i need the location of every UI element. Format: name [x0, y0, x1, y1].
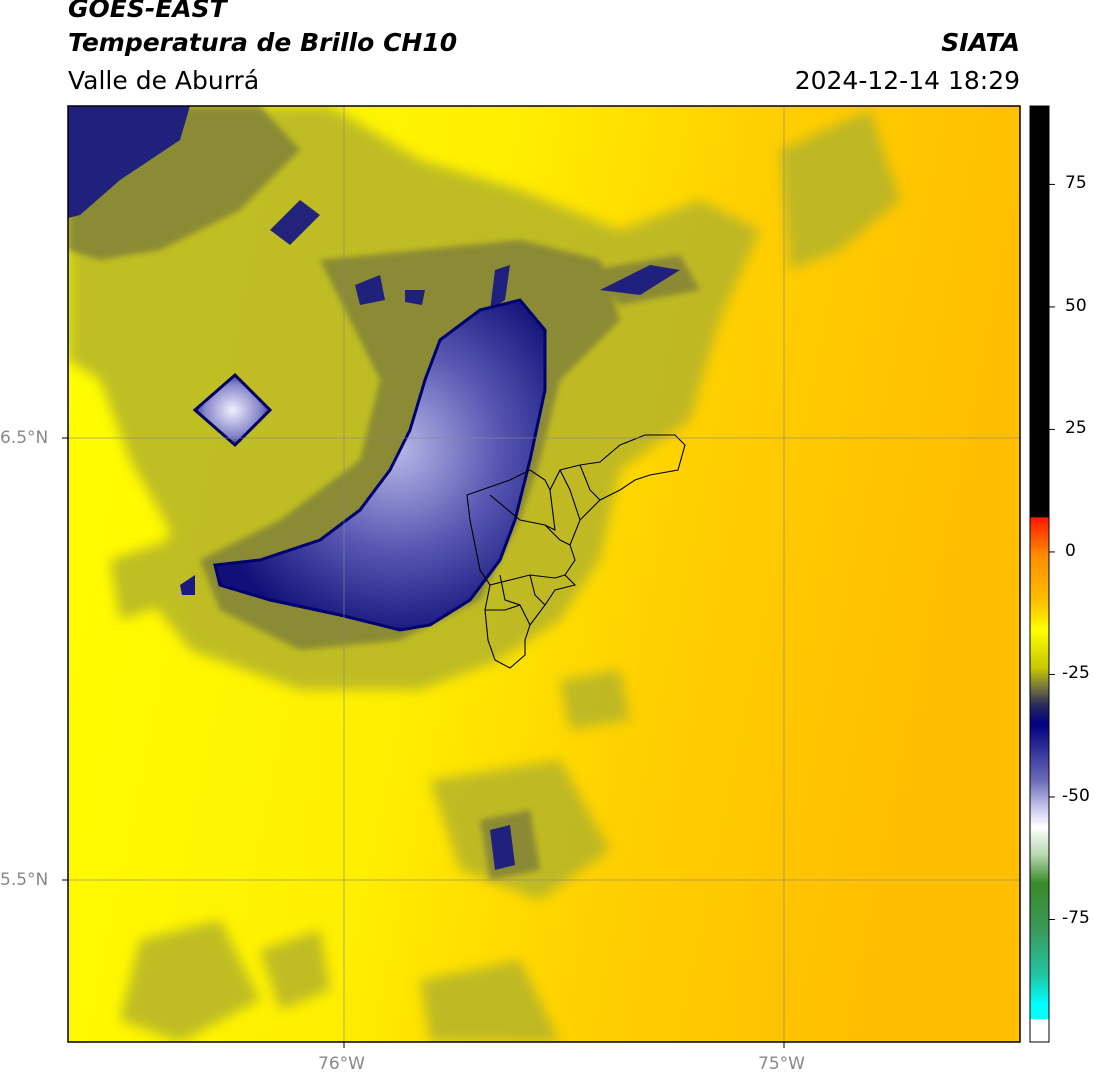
colorbar: [1029, 105, 1050, 1043]
datetime-label: 2024-12-14 18:29: [794, 66, 1020, 95]
graticule: [68, 106, 1020, 1042]
colorbar-tick-label: 0: [1065, 540, 1076, 561]
agency-label: SIATA: [941, 28, 1020, 57]
lat-label-6-5: 6.5°N: [0, 428, 49, 448]
lon-label-75w: 75°W: [758, 1054, 805, 1074]
map-frame: [67, 105, 1021, 1043]
colorbar-tick-label: -75: [1062, 908, 1090, 929]
lon-label-76w: 76°W: [318, 1054, 365, 1074]
lat-label-5-5: 5.5°N: [0, 870, 49, 890]
colorbar-tick-label: -25: [1062, 663, 1090, 684]
brightness-temperature-field: [68, 106, 1020, 1042]
satellite-title: GOES-EAST: [68, 0, 227, 23]
cold-cloud-top: [192, 372, 273, 448]
convective-core: [213, 298, 547, 632]
municipal-boundaries: [466, 434, 686, 669]
product-title: Temperatura de Brillo CH10: [68, 28, 458, 57]
colorbar-tick-label: 50: [1065, 295, 1087, 316]
region-subtitle: Valle de Aburrá: [68, 66, 260, 95]
colorbar-tick-label: 25: [1065, 418, 1087, 439]
colorbar-tick-label: -50: [1062, 785, 1090, 806]
colorbar-ticks: [1049, 183, 1055, 920]
colorbar-tick-label: 75: [1065, 173, 1087, 194]
